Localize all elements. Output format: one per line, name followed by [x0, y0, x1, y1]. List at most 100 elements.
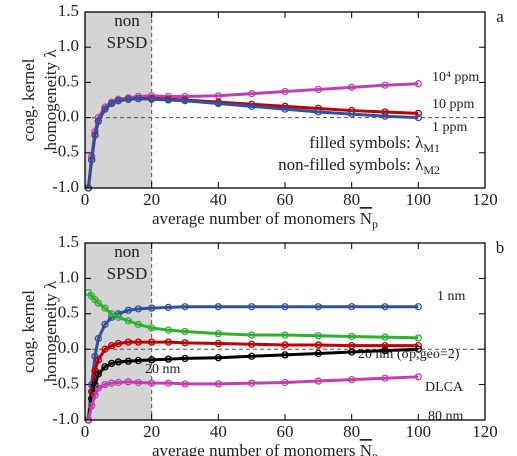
data-point: [148, 95, 156, 103]
y-tick-label: 0.0: [58, 107, 79, 126]
data-point: [214, 99, 222, 108]
data-point: [91, 131, 99, 139]
data-point: [94, 117, 102, 125]
data-point: [414, 345, 422, 353]
data-point: [414, 303, 422, 311]
panel-label: b: [496, 238, 505, 257]
data-point: [94, 299, 102, 307]
series-line: [86, 375, 419, 421]
series-label: 1 nm: [437, 289, 466, 304]
data-point: [108, 99, 116, 108]
y-axis-label: coag. kernel: [19, 290, 38, 373]
y-tick-label: 1.5: [58, 232, 79, 251]
annotation-text: non-filled symbols: λ: [278, 155, 424, 174]
x-axis-label-text: average number of monomers: [152, 209, 360, 228]
data-point: [381, 346, 389, 355]
data-point: [248, 340, 256, 348]
data-point: [101, 105, 109, 113]
data-point: [164, 96, 172, 104]
data-point: [164, 303, 172, 312]
x-tick-label: 0: [81, 422, 90, 441]
data-point: [88, 402, 96, 410]
data-point: [94, 334, 102, 343]
series-label: 80 nm: [428, 409, 464, 424]
y-tick-label: 0.0: [58, 338, 79, 357]
plot-frame: [84, 242, 486, 421]
data-point: [381, 374, 389, 382]
x-tick-label: 100: [406, 190, 432, 209]
y-tick-label: 0.5: [58, 303, 79, 322]
data-point: [181, 97, 189, 105]
data-point: [348, 83, 356, 91]
data-point: [314, 341, 322, 349]
data-point: [134, 305, 142, 313]
x-axis-label-sub: p: [372, 449, 378, 456]
data-point: [314, 377, 322, 385]
data-point: [134, 378, 142, 387]
annotation-text: filled symbols: λ: [309, 133, 424, 152]
data-point: [248, 331, 256, 339]
x-tick-label: 60: [277, 422, 294, 441]
data-point: [108, 359, 116, 368]
data-point: [381, 112, 389, 120]
data-point: [414, 334, 422, 342]
data-point: [124, 95, 132, 103]
data-point: [181, 339, 189, 347]
data-point: [124, 317, 132, 325]
x-tick-label: 20: [143, 422, 160, 441]
shade-label: SPSD: [107, 33, 148, 52]
data-point: [381, 333, 389, 341]
data-point: [381, 81, 389, 89]
data-point: [248, 102, 256, 110]
data-point: [101, 380, 109, 389]
data-point: [214, 380, 222, 388]
data-point: [148, 356, 156, 364]
y-tick-label: 0.5: [58, 71, 79, 90]
y-axis-label: homogeneity λ: [41, 49, 60, 151]
data-point: [101, 320, 109, 329]
data-point: [348, 303, 356, 311]
x-tick-label: 80: [343, 422, 360, 441]
data-point: [164, 338, 172, 346]
data-point: [281, 303, 289, 311]
data-point: [124, 378, 132, 386]
x-axis-label-sub: p: [372, 217, 378, 231]
series-label: 10 ppm: [432, 97, 475, 112]
data-point: [88, 156, 96, 164]
data-point: [281, 105, 289, 113]
data-point: [348, 348, 356, 356]
data-point: [101, 304, 109, 312]
x-axis-label: average number of monomers Np: [152, 441, 378, 456]
data-point: [281, 341, 289, 349]
series-label: 1 ppm: [432, 120, 468, 135]
series-line: [86, 97, 419, 189]
data-point: [214, 303, 222, 311]
data-point: [124, 338, 132, 346]
data-point: [114, 358, 122, 366]
data-point: [414, 342, 422, 350]
data-point: [101, 345, 109, 353]
panel-label: a: [496, 7, 504, 26]
x-tick-label: 0: [81, 190, 90, 209]
y-tick-label: 1.0: [58, 36, 79, 55]
data-point: [214, 354, 222, 362]
data-point: [248, 379, 256, 387]
data-point: [414, 80, 422, 88]
data-point: [381, 303, 389, 311]
data-point: [314, 303, 322, 311]
y-axis-label: homogeneity λ: [41, 280, 60, 382]
annotation: non-filled symbols: λM2: [278, 155, 440, 177]
data-point: [114, 97, 122, 105]
data-point: [91, 391, 99, 399]
y-tick-label: -1.0: [52, 409, 79, 428]
data-point: [181, 303, 189, 311]
data-point: [124, 306, 132, 314]
data-point: [314, 332, 322, 340]
data-point: [214, 339, 222, 348]
data-point: [108, 342, 116, 350]
data-point: [124, 357, 132, 365]
data-point: [94, 384, 102, 392]
data-point: [134, 320, 142, 329]
data-point: [314, 349, 322, 358]
